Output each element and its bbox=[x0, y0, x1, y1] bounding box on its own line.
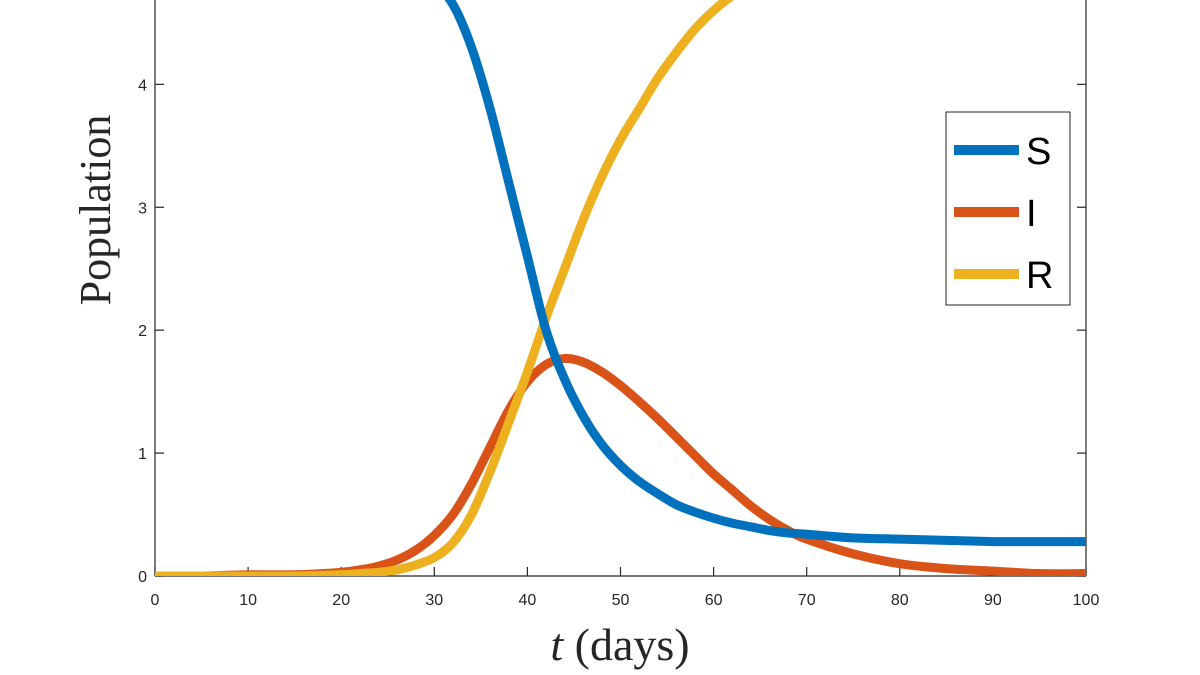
x-tick-label: 60 bbox=[705, 592, 723, 609]
series-line-r bbox=[155, 0, 735, 576]
series-lines bbox=[155, 0, 1086, 576]
x-tick-label: 10 bbox=[239, 592, 257, 609]
y-axis-title: Population bbox=[71, 115, 120, 306]
x-tick-label: 90 bbox=[984, 592, 1002, 609]
y-tick-label: 4 bbox=[138, 77, 147, 94]
x-tick-label: 0 bbox=[151, 592, 160, 609]
x-tick-label: 100 bbox=[1073, 592, 1100, 609]
legend-label-i: I bbox=[1026, 193, 1037, 235]
x-tick-label: 30 bbox=[425, 592, 443, 609]
legend: SIR bbox=[945, 111, 1071, 306]
x-tick-label: 70 bbox=[798, 592, 816, 609]
series-line-i bbox=[155, 353, 1086, 576]
y-tick-label: 0 bbox=[138, 569, 147, 586]
y-tick-label: 1 bbox=[138, 446, 147, 463]
x-axis-variable: t bbox=[550, 619, 564, 670]
x-axis-unit: (days) bbox=[575, 619, 690, 670]
y-tick-label: 3 bbox=[138, 200, 147, 217]
x-axis-title: t (days) bbox=[550, 619, 689, 670]
tick-labels: 0 10 20 30 40 50 60 70 80 90 100 0 1 2 3 4 bbox=[138, 77, 1099, 609]
x-tick-label: 40 bbox=[519, 592, 537, 609]
x-tick-label: 20 bbox=[332, 592, 350, 609]
x-tick-label: 50 bbox=[612, 592, 630, 609]
legend-label-r: R bbox=[1026, 255, 1053, 297]
legend-label-s: S bbox=[1026, 131, 1051, 173]
x-tick-label: 80 bbox=[891, 592, 909, 609]
series-line-s bbox=[444, 0, 1086, 547]
y-tick-label: 2 bbox=[138, 323, 147, 340]
